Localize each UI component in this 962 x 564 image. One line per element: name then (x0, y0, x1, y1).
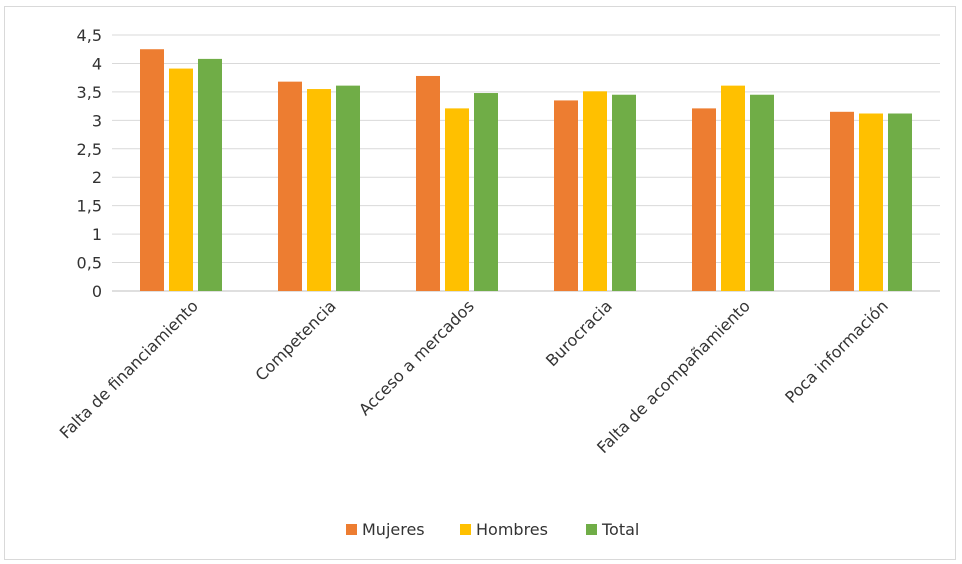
bar-total-6 (888, 113, 912, 291)
bar-total-4 (612, 94, 636, 291)
bar-hombres-5 (721, 85, 745, 292)
x-category-label: Acceso a mercados (355, 296, 478, 419)
y-tick-label: 3,5 (77, 83, 102, 102)
y-tick-label: 2 (92, 168, 102, 187)
legend-label-total: Total (601, 520, 639, 539)
legend-swatch-hombres (460, 524, 471, 535)
gridlines (112, 34, 940, 292)
y-axis-ticks: 0 0,5 1 1,5 2 2,5 3 3,5 4 4,5 (77, 26, 102, 301)
bar-total-3 (474, 93, 498, 291)
bar-total-2 (336, 85, 360, 292)
x-category-label: Burocracia (542, 296, 616, 370)
bar-hombres-3 (445, 108, 469, 292)
bar-total-1 (198, 58, 222, 291)
bar-mujeres-2 (278, 81, 302, 291)
legend-label-mujeres: Mujeres (362, 520, 425, 539)
y-tick-label: 0 (92, 282, 102, 301)
legend-swatch-mujeres (346, 524, 357, 535)
legend: Mujeres Hombres Total (346, 520, 639, 539)
bar-mujeres-6 (830, 111, 854, 291)
x-category-label: Falta de financiamiento (56, 296, 202, 442)
bar-mujeres-1 (140, 49, 164, 291)
y-tick-label: 1,5 (77, 197, 102, 216)
x-axis-labels: Falta de financiamiento Competencia Acceso… (56, 296, 892, 457)
y-tick-label: 0,5 (77, 254, 102, 273)
bar-hombres-2 (307, 89, 331, 292)
y-tick-label: 2,5 (77, 140, 102, 159)
y-tick-label: 1 (92, 225, 102, 244)
bar-mujeres-3 (416, 75, 440, 292)
bar-total-5 (750, 94, 774, 291)
y-tick-label: 4,5 (77, 26, 102, 45)
y-tick-label: 4 (92, 54, 102, 73)
x-category-label: Falta de acompañamiento (593, 296, 754, 457)
bar-hombres-4 (583, 91, 607, 291)
legend-label-hombres: Hombres (476, 520, 548, 539)
legend-swatch-total (586, 524, 597, 535)
x-category-label: Poca información (781, 296, 892, 407)
bar-hombres-1 (169, 68, 193, 291)
y-tick-label: 3 (92, 111, 102, 130)
bar-hombres-6 (859, 113, 883, 291)
bar-mujeres-4 (554, 100, 578, 291)
bars (140, 49, 912, 292)
x-category-label: Competencia (252, 296, 340, 384)
bar-mujeres-5 (692, 108, 716, 292)
